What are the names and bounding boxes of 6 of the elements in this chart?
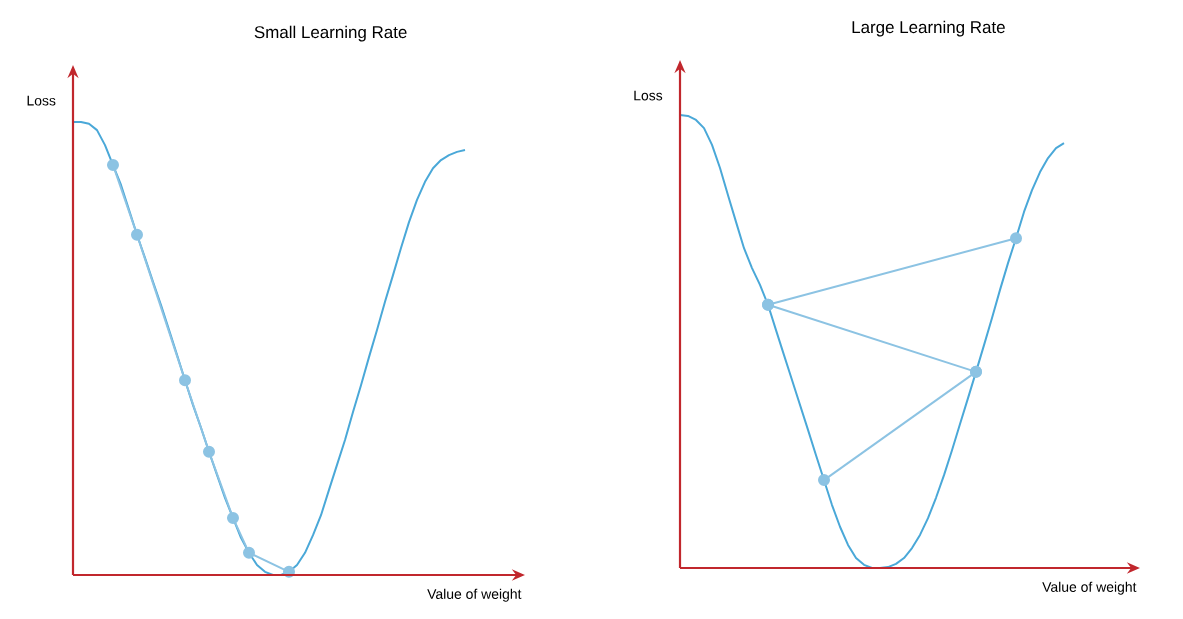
chart-title: Large Learning Rate	[852, 20, 1005, 37]
chart-title: Small Learning Rate	[254, 25, 407, 42]
y-axis-title: Loss	[634, 90, 663, 101]
x-axis-title: Value of weight	[427, 588, 522, 602]
x-axis-title: Value of weight	[1042, 581, 1137, 595]
y-axis-title: Loss	[27, 95, 56, 106]
